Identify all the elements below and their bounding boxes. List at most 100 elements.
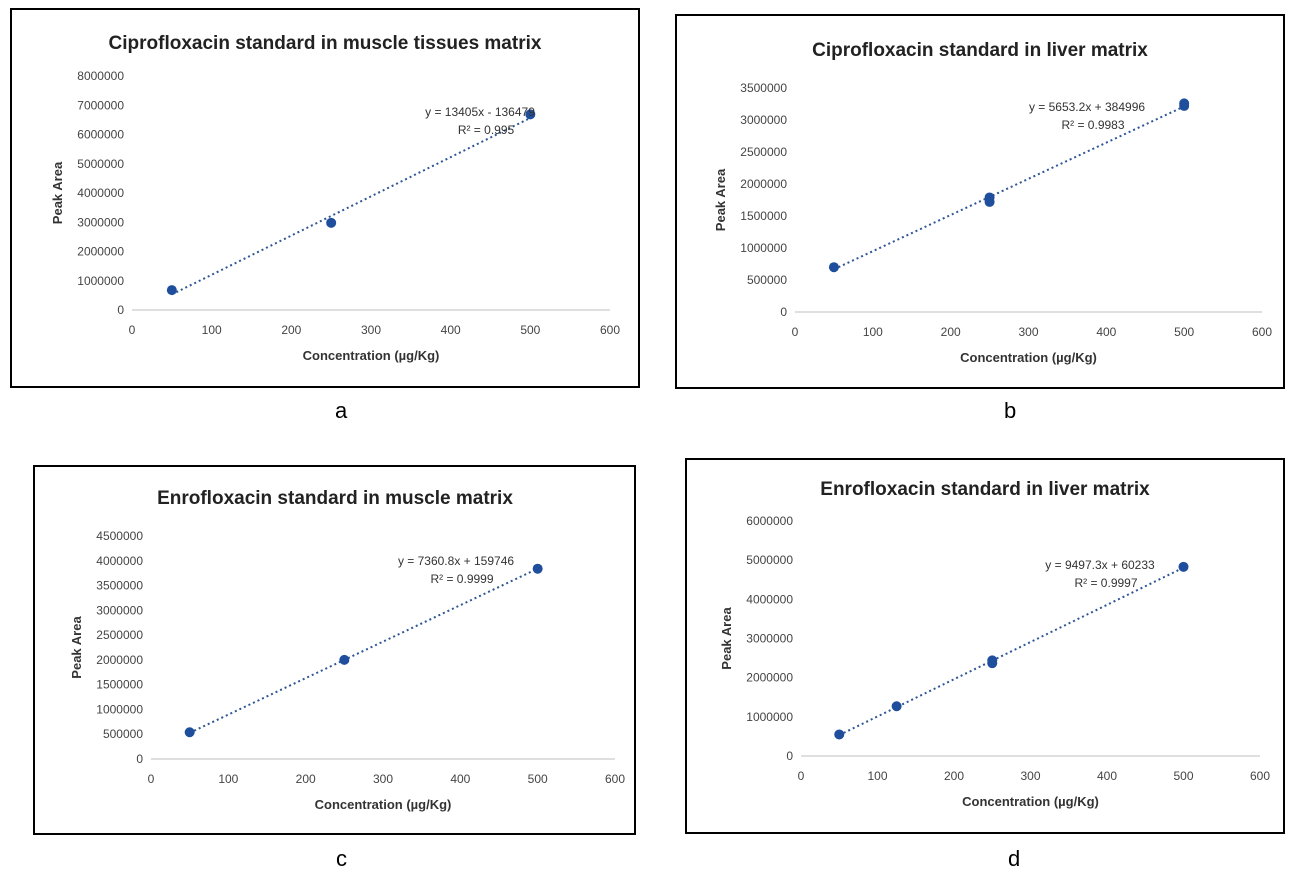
x-tick-label: 200 <box>296 772 316 786</box>
trendline-equation: y = 7360.8x + 159746 <box>398 554 514 568</box>
data-point <box>828 262 839 273</box>
x-tick-label: 0 <box>148 772 155 786</box>
panel-letter-d: d <box>1008 846 1021 871</box>
panel-letter-b: b <box>1004 398 1017 423</box>
y-tick-label: 3000000 <box>746 632 793 646</box>
y-tick-label: 2000000 <box>96 653 143 667</box>
data-point <box>984 192 995 203</box>
x-axis-title: Concentration (µg/Kg) <box>303 348 440 363</box>
trendline-equation: y = 9497.3x + 60233 <box>1045 558 1155 572</box>
y-tick-label: 7000000 <box>77 98 124 112</box>
y-axis-title: Peak Area <box>713 168 728 231</box>
x-tick-label: 500 <box>1174 325 1194 339</box>
x-tick-label: 100 <box>863 325 883 339</box>
x-tick-label: 600 <box>600 323 620 337</box>
y-tick-label: 3500000 <box>96 579 143 593</box>
r-squared-label: R² = 0.995 <box>458 123 515 137</box>
y-tick-label: 0 <box>780 305 787 319</box>
y-axis-title: Peak Area <box>719 607 734 670</box>
panel-letter-c: c <box>336 846 347 871</box>
x-tick-label: 300 <box>1018 325 1038 339</box>
data-point <box>891 701 902 712</box>
data-point <box>987 655 998 666</box>
data-point <box>532 563 543 574</box>
y-tick-label: 8000000 <box>77 69 124 83</box>
y-tick-label: 4500000 <box>96 529 143 543</box>
x-tick-label: 500 <box>520 323 540 337</box>
x-tick-label: 200 <box>281 323 301 337</box>
x-tick-label: 200 <box>941 325 961 339</box>
y-axis-title: Peak Area <box>50 161 65 224</box>
y-tick-label: 2500000 <box>96 628 143 642</box>
y-tick-label: 1000000 <box>740 241 787 255</box>
chart-svg: Enrofloxacin standard in muscle matrix 0 5… <box>69 488 625 812</box>
x-tick-label: 400 <box>450 772 470 786</box>
x-tick-label: 600 <box>1252 325 1272 339</box>
x-tick-label: 600 <box>1250 769 1270 783</box>
y-tick-label: 1000000 <box>746 710 793 724</box>
y-tick-label: 2000000 <box>77 245 124 259</box>
data-point <box>166 285 177 296</box>
trendline <box>838 566 1184 736</box>
y-tick-label: 2500000 <box>740 145 787 159</box>
chart-svg: Ciprofloxacin standard in muscle tissues… <box>50 33 620 363</box>
y-tick-label: 1500000 <box>740 209 787 223</box>
chart-title: Enrofloxacin standard in liver matrix <box>820 479 1150 500</box>
trendline-equation: y = 13405x - 136479 <box>425 105 535 119</box>
x-tick-label: 100 <box>218 772 238 786</box>
y-tick-label: 2000000 <box>746 671 793 685</box>
x-axis-title: Concentration (µg/Kg) <box>962 794 1099 809</box>
chart-title: Enrofloxacin standard in muscle matrix <box>157 488 513 509</box>
r-squared-label: R² = 0.9997 <box>1074 576 1137 590</box>
y-tick-label: 2000000 <box>740 177 787 191</box>
x-tick-label: 100 <box>867 769 887 783</box>
x-tick-label: 300 <box>373 772 393 786</box>
y-tick-label: 0 <box>117 303 124 317</box>
x-tick-label: 100 <box>202 323 222 337</box>
x-tick-label: 300 <box>361 323 381 337</box>
y-tick-label: 4000000 <box>746 592 793 606</box>
y-tick-label: 0 <box>786 749 793 763</box>
data-point <box>184 727 195 738</box>
x-tick-label: 200 <box>944 769 964 783</box>
trendline <box>833 105 1185 271</box>
x-tick-label: 500 <box>528 772 548 786</box>
trendline <box>171 117 531 296</box>
chart-panel-a: Ciprofloxacin standard in muscle tissues… <box>10 8 640 388</box>
y-tick-label: 1000000 <box>77 274 124 288</box>
y-tick-label: 500000 <box>747 273 787 287</box>
y-tick-label: 4000000 <box>96 554 143 568</box>
y-tick-label: 5000000 <box>77 157 124 171</box>
y-tick-label: 6000000 <box>77 128 124 142</box>
data-point <box>1179 98 1190 109</box>
y-tick-label: 4000000 <box>77 186 124 200</box>
y-tick-label: 1500000 <box>96 678 143 692</box>
y-tick-label: 3000000 <box>96 603 143 617</box>
panel-letter-a: a <box>335 398 348 423</box>
y-tick-label: 3500000 <box>740 81 787 95</box>
chart-title: Ciprofloxacin standard in muscle tissues… <box>109 33 542 54</box>
x-axis-title: Concentration (µg/Kg) <box>960 350 1097 365</box>
x-tick-label: 400 <box>1096 325 1116 339</box>
data-point <box>326 217 337 228</box>
x-tick-label: 400 <box>1097 769 1117 783</box>
data-point <box>525 109 536 120</box>
chart-panel-b: Ciprofloxacin standard in liver matrix 0 5… <box>675 14 1285 389</box>
x-tick-label: 0 <box>792 325 799 339</box>
chart-title: Ciprofloxacin standard in liver matrix <box>812 40 1148 61</box>
chart-svg: Ciprofloxacin standard in liver matrix 0 5… <box>713 40 1272 365</box>
data-point <box>834 729 845 740</box>
data-point <box>339 654 350 665</box>
x-tick-label: 0 <box>129 323 136 337</box>
y-tick-label: 0 <box>136 752 143 766</box>
chart-svg: Enrofloxacin standard in liver matrix 0 10… <box>719 479 1270 809</box>
y-tick-label: 3000000 <box>740 113 787 127</box>
trendline-equation: y = 5653.2x + 384996 <box>1029 100 1145 114</box>
chart-panel-c: Enrofloxacin standard in muscle matrix 0 5… <box>33 465 636 835</box>
chart-panel-d: Enrofloxacin standard in liver matrix 0 10… <box>685 458 1285 834</box>
y-axis-title: Peak Area <box>69 616 84 679</box>
y-tick-label: 3000000 <box>77 215 124 229</box>
x-tick-label: 600 <box>605 772 625 786</box>
r-squared-label: R² = 0.9999 <box>430 572 493 586</box>
trendline <box>189 567 539 734</box>
